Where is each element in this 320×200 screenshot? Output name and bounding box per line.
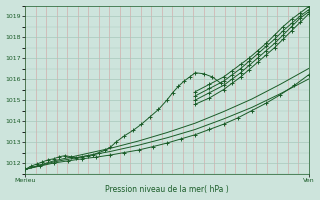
X-axis label: Pression niveau de la mer( hPa ): Pression niveau de la mer( hPa ) <box>105 185 229 194</box>
